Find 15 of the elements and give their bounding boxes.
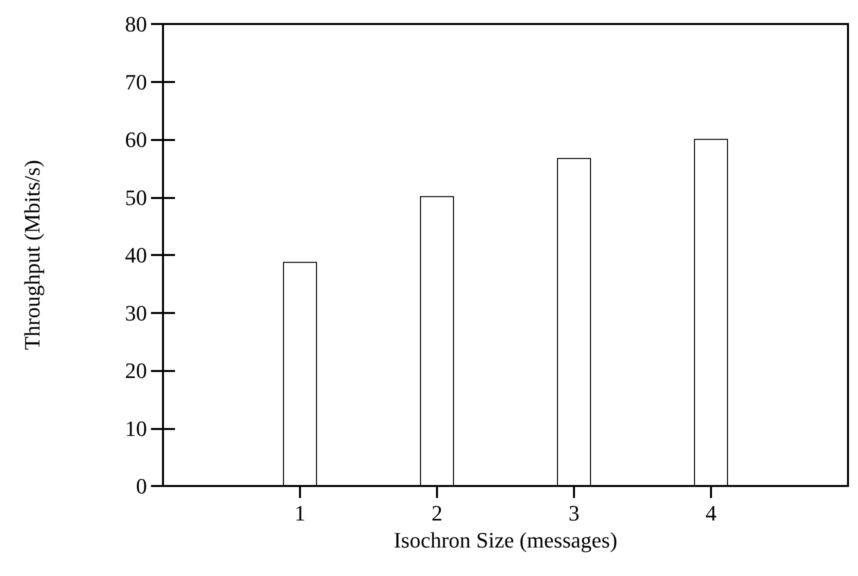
y-tick-label: 80 <box>125 12 147 36</box>
y-tick-label: 10 <box>125 416 147 441</box>
y-tick-label: 30 <box>125 300 147 326</box>
x-axis-title: Isochron Size (messages) <box>394 527 618 552</box>
y-tick-label: 60 <box>125 127 147 152</box>
y-tick-label: 0 <box>136 474 147 498</box>
y-axis-title: Throughput (Mbits/s) <box>20 160 44 350</box>
x-tick-label: 1 <box>294 500 306 526</box>
y-tick-label: 70 <box>125 69 147 94</box>
y-tick-label: 20 <box>125 358 147 383</box>
y-tick-label: 50 <box>125 184 147 210</box>
x-tick-label: 3 <box>568 500 580 526</box>
y-tick-label: 40 <box>125 242 147 268</box>
x-tick-label: 2 <box>432 500 442 526</box>
x-tick-label: 4 <box>706 500 716 526</box>
